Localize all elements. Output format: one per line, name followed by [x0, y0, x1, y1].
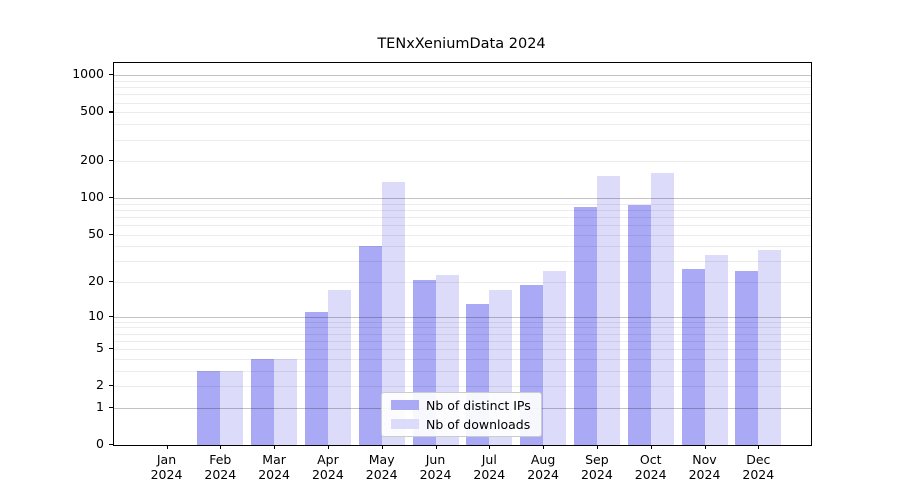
legend-swatch-downloads — [391, 419, 419, 429]
bar-downloads-mar — [274, 358, 298, 445]
xtick-mark-may — [381, 445, 383, 449]
bar-ips-oct — [627, 205, 651, 445]
legend-label-downloads: Nb of downloads — [426, 416, 531, 432]
bar-layer — [114, 63, 811, 445]
bar-ips-may — [358, 246, 382, 445]
bar-downloads-feb — [220, 370, 244, 445]
chart-title: TENxXeniumData 2024 — [377, 36, 546, 52]
xtick-mark-jan — [166, 445, 168, 449]
ytick-label-100: 100 — [80, 189, 104, 205]
xtick-label-jun: Jun 2024 — [419, 452, 452, 482]
xtick-label-jul: Jul 2024 — [473, 452, 506, 482]
plot-area: Nb of distinct IPs Nb of downloads — [113, 62, 812, 446]
ytick-mark-500 — [109, 111, 113, 113]
ytick-mark-50 — [109, 233, 113, 235]
bar-ips-feb — [197, 370, 221, 445]
xtick-mark-dec — [758, 445, 760, 449]
ytick-mark-2 — [109, 385, 113, 387]
bar-ips-sep — [573, 206, 597, 445]
legend-swatch-distinct-ips — [391, 400, 419, 410]
bar-ips-nov — [681, 268, 705, 445]
ytick-label-1: 1 — [96, 398, 104, 414]
ytick-label-10: 10 — [88, 307, 104, 323]
legend-row-downloads: Nb of downloads — [382, 416, 541, 432]
ytick-mark-10 — [109, 315, 113, 317]
bar-downloads-sep — [596, 175, 620, 445]
xtick-mark-sep — [596, 445, 599, 449]
bar-downloads-aug — [543, 270, 567, 445]
ytick-mark-200 — [109, 160, 113, 162]
ytick-mark-0 — [109, 444, 113, 446]
xtick-label-dec: Dec 2024 — [742, 452, 775, 482]
bar-ips-apr — [304, 312, 328, 445]
xtick-label-feb: Feb 2024 — [204, 452, 237, 482]
xtick-mark-jul — [489, 445, 491, 449]
ytick-mark-100 — [109, 197, 113, 199]
xtick-label-nov: Nov 2024 — [688, 452, 721, 482]
ytick-label-20: 20 — [88, 273, 104, 289]
bar-downloads-nov — [704, 254, 728, 445]
ytick-mark-5 — [109, 348, 113, 350]
xtick-mark-jun — [435, 445, 437, 449]
ytick-label-200: 200 — [80, 152, 104, 168]
ytick-label-5: 5 — [96, 340, 104, 356]
bar-downloads-oct — [650, 173, 674, 445]
ytick-label-50: 50 — [88, 225, 104, 241]
legend: Nb of distinct IPs Nb of downloads — [381, 392, 542, 437]
xtick-mark-aug — [543, 445, 545, 449]
xtick-mark-apr — [327, 445, 330, 449]
ytick-mark-20 — [109, 281, 113, 283]
bar-ips-mar — [251, 358, 275, 445]
ytick-mark-1 — [109, 406, 113, 409]
bar-downloads-apr — [327, 290, 351, 445]
ytick-label-1000: 1000 — [72, 66, 104, 82]
xtick-label-oct: Oct 2024 — [634, 452, 667, 482]
xtick-label-aug: Aug 2024 — [527, 452, 559, 482]
xtick-label-mar: Mar 2024 — [258, 452, 290, 482]
xtick-mark-feb — [220, 445, 222, 449]
bar-ips-dec — [735, 270, 759, 445]
xtick-label-sep: Sep 2024 — [580, 452, 613, 482]
ytick-label-500: 500 — [80, 103, 104, 119]
xtick-mark-nov — [704, 445, 706, 449]
bar-downloads-may — [381, 182, 405, 445]
xtick-label-may: May 2024 — [365, 452, 398, 482]
xtick-label-apr: Apr 2024 — [311, 452, 344, 482]
legend-row-distinct-ips: Nb of distinct IPs — [382, 397, 541, 413]
ytick-mark-1000 — [109, 74, 113, 76]
bar-downloads-dec — [758, 250, 782, 445]
legend-label-distinct-ips: Nb of distinct IPs — [426, 397, 531, 413]
xtick-mark-oct — [650, 445, 652, 449]
xtick-mark-mar — [274, 445, 276, 449]
ytick-label-2: 2 — [96, 377, 104, 393]
ytick-label-0: 0 — [96, 436, 104, 451]
xtick-label-jan: Jan 2024 — [150, 452, 183, 482]
